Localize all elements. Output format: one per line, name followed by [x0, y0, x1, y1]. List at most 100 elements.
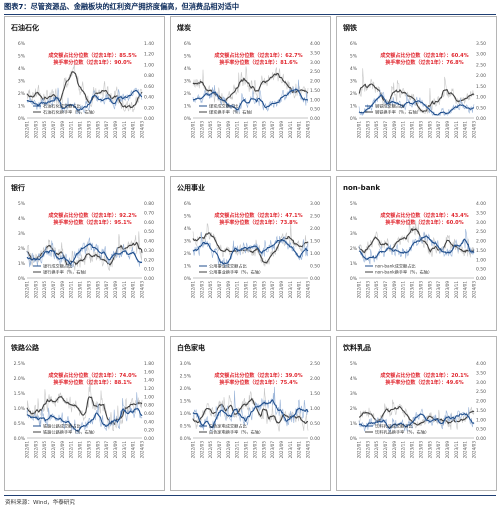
chart-svg: 饮料乳品 0% 1% 2% 3% 4% 5% 0.00 0.50 1.00 1.50 2.00 2.50… [342, 343, 486, 459]
y-right-tick: 2.50 [476, 389, 486, 395]
y-right-tick: 1.00 [476, 95, 486, 101]
x-tick: 2024/01 [131, 441, 136, 459]
x-tick: 2023/05 [427, 121, 432, 139]
y-left-tick: 4% [350, 216, 358, 222]
x-tick: 2023/01 [410, 441, 415, 459]
y-left-tick: 0% [184, 116, 192, 122]
x-tick: 2024/03 [472, 281, 477, 299]
figure-title: 图表7：尽管资源品、金融板块的红利资产拥挤度偏高，但消费品相对适中 [4, 2, 240, 11]
x-tick: 2022/05 [374, 121, 379, 139]
y-right-tick: 0.00 [144, 276, 154, 282]
y-right-tick: 1.50 [310, 391, 320, 397]
y-right-tick: 2.50 [310, 361, 320, 367]
y-left-tick: 2% [184, 91, 192, 97]
x-tick: 2022/05 [208, 281, 213, 299]
series-line [192, 88, 308, 111]
chart-svg: 白色家电 0.0% 0.5% 1.0% 1.5% 2.0% 2.5% 3.0% 0.00 0.50… [177, 343, 320, 459]
x-tick: 2022/11 [235, 441, 240, 459]
annotation-turnover: 成交额占比分位数（过去1年）：92.2% [48, 212, 136, 219]
chart-title: non-bank [343, 184, 380, 192]
x-tick: 2022/11 [235, 281, 240, 299]
y-right-tick: 2.50 [310, 69, 320, 75]
x-tick: 2022/09 [392, 281, 397, 299]
chart-panel: 饮料乳品 0% 1% 2% 3% 4% 5% 0.00 0.50 1.00 1.50 2.00 2.50… [336, 336, 497, 491]
x-tick: 2022/01 [191, 121, 196, 139]
x-tick: 2023/09 [279, 121, 284, 139]
y-left-tick: 6% [18, 41, 26, 47]
x-tick: 2023/05 [95, 281, 100, 299]
y-right-tick: 0.20 [144, 105, 154, 111]
y-left-tick: 0.5% [180, 424, 192, 430]
x-tick: 2022/01 [25, 281, 30, 299]
annotation-volume: 换手率分位数（过去1年）：75.4% [219, 379, 297, 386]
y-left-tick: 2% [18, 91, 26, 97]
x-tick: 2023/03 [252, 281, 257, 299]
y-left-tick: 3% [184, 79, 192, 85]
x-tick: 2022/11 [401, 281, 406, 299]
y-right-tick: 0.80 [144, 403, 154, 409]
x-tick: 2022/07 [383, 441, 388, 459]
y-left-tick: 0% [350, 116, 358, 122]
chart-panel: non-bank 0% 1% 2% 3% 4% 5% 0.00 0.50 1.00 1.50 2.00… [336, 176, 497, 331]
series-raw-line [26, 237, 143, 268]
y-left-tick: 1% [18, 104, 26, 110]
x-tick: 2024/03 [306, 441, 311, 459]
y-right-tick: 0.20 [144, 428, 154, 434]
y-right-tick: 3.50 [476, 210, 486, 216]
x-tick: 2023/07 [436, 281, 441, 299]
y-right-tick: 0.50 [144, 229, 154, 235]
y-left-tick: 6% [184, 41, 192, 47]
legend-label: non-bank成交额占比 [375, 263, 416, 270]
source-rule [4, 495, 496, 496]
chart-svg: 铁路公路 0.0% 0.5% 1.0% 1.5% 2.0% 2.5% 0.00 0.20 0.40… [11, 343, 154, 459]
y-left-tick: 2% [350, 91, 358, 97]
y-left-tick: 1% [350, 421, 358, 427]
chart-title: 白色家电 [177, 343, 205, 352]
y-right-tick: 1.40 [144, 41, 154, 47]
chart-title: 石油石化 [10, 23, 39, 32]
x-tick: 2022/07 [217, 121, 222, 139]
x-tick: 2023/09 [279, 441, 284, 459]
y-right-tick: 0.50 [476, 427, 486, 433]
legend-label: 石油石化换手率（%，右轴） [43, 109, 97, 116]
y-left-tick: 2% [18, 246, 26, 252]
legend-label: 饮料乳品换手率（%，右轴） [375, 429, 429, 436]
y-left-tick: 2% [350, 246, 358, 252]
x-tick: 2022/03 [365, 441, 370, 459]
y-left-tick: 1.0% [14, 406, 26, 412]
y-right-tick: 0.20 [144, 257, 154, 263]
x-tick: 2024/03 [306, 281, 311, 299]
y-right-tick: 2.00 [476, 239, 486, 245]
x-tick: 2023/11 [454, 441, 459, 459]
y-left-tick: 2.0% [180, 386, 192, 392]
x-tick: 2022/05 [374, 281, 379, 299]
series-raw-line [26, 87, 143, 115]
y-left-tick: 5% [350, 201, 358, 207]
y-right-tick: 0.00 [476, 276, 486, 282]
x-tick: 2022/09 [226, 281, 231, 299]
x-tick: 2023/07 [270, 281, 275, 299]
y-left-tick: 1% [350, 261, 358, 267]
x-tick: 2022/03 [365, 121, 370, 139]
y-right-tick: 1.80 [144, 361, 154, 367]
y-right-tick: 0.50 [476, 105, 486, 111]
x-tick: 2023/09 [445, 441, 450, 459]
series-raw-line [358, 407, 475, 433]
x-tick: 2022/09 [392, 441, 397, 459]
y-left-tick: 2.5% [14, 361, 26, 367]
legend-label: 煤炭成交额占比 [209, 103, 238, 110]
x-tick: 2022/11 [401, 441, 406, 459]
y-right-tick: 0.60 [144, 411, 154, 417]
y-right-tick: 4.00 [476, 201, 486, 207]
y-right-tick: 2.50 [310, 214, 320, 220]
x-tick: 2023/03 [86, 121, 91, 139]
chart-svg: 银行 0% 1% 2% 3% 4% 5% 0.00 0.10 0.20 0.30 0.40 0.50 0.… [11, 183, 154, 299]
y-right-tick: 2.50 [476, 62, 486, 68]
legend-label: 公用事业换手率（%，右轴） [209, 269, 263, 276]
x-tick: 2023/05 [427, 281, 432, 299]
y-left-tick: 3% [184, 239, 192, 245]
x-tick: 2022/09 [60, 281, 65, 299]
y-left-tick: 1.5% [180, 399, 192, 405]
x-tick: 2023/09 [279, 281, 284, 299]
chart-title: 钢铁 [343, 23, 357, 32]
